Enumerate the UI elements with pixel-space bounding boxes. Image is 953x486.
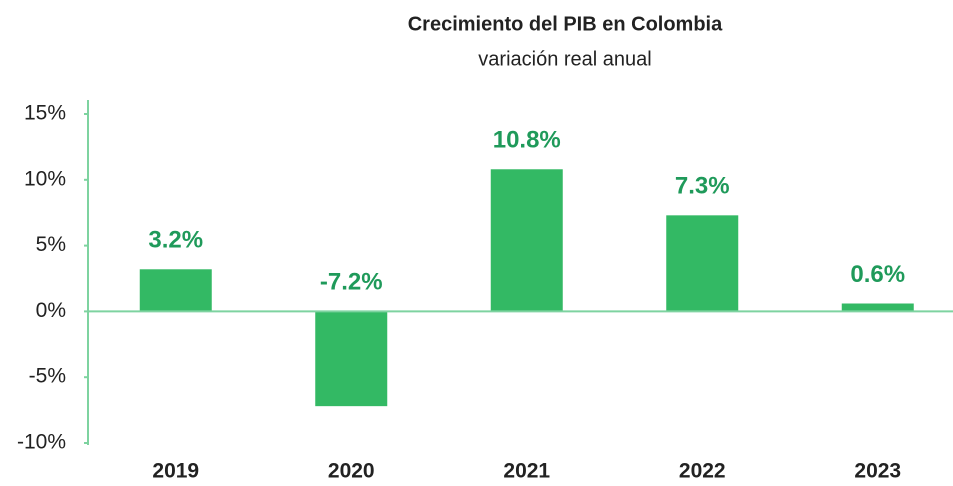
y-tick-label: 5% [36,233,66,256]
y-tick-label: 0% [36,299,66,322]
y-tick-label: 15% [24,102,66,125]
x-tick-label: 2020 [328,460,375,483]
x-tick-label: 2019 [152,460,199,483]
data-label: 7.3% [675,173,730,200]
y-tick-label: 10% [24,167,66,190]
data-label: 10.8% [493,127,561,154]
bar [666,215,739,312]
bar [841,303,914,312]
data-label: 0.6% [850,261,905,288]
y-tick-label: -5% [29,365,66,388]
chart-subtitle: variación real anual [478,48,651,70]
x-tick-label: 2022 [679,460,726,483]
x-tick-label: 2023 [854,460,901,483]
chart-title: Crecimiento del PIB en Colombia [408,13,723,35]
x-tick-label: 2021 [503,460,550,483]
y-tick-label: -10% [17,431,66,454]
data-label: 3.2% [148,227,203,254]
bar [139,269,212,312]
bar [315,311,388,407]
data-label: -7.2% [320,269,383,296]
bar [490,169,563,312]
